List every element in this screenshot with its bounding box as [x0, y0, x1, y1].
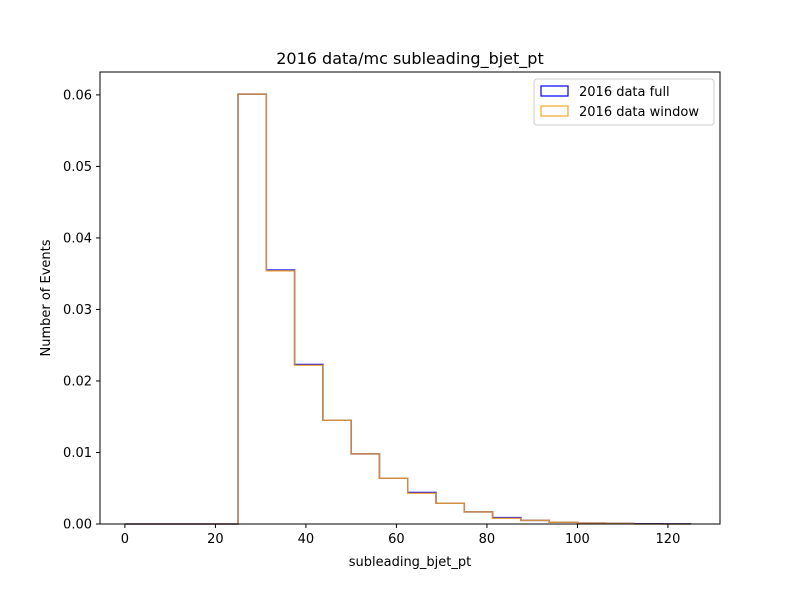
legend-swatch-1	[540, 85, 569, 97]
plot-frame	[99, 71, 721, 525]
y-tick-label: 0.00	[63, 518, 92, 533]
series-step-1	[124, 93, 692, 525]
x-tick-label: 60	[388, 532, 405, 547]
legend-frame	[533, 78, 715, 126]
y-tick-label: 0.06	[63, 88, 92, 103]
x-tick-label: 120	[656, 532, 681, 547]
legend-swatch-2	[540, 105, 569, 117]
series-step-2	[124, 93, 691, 525]
y-tick-label: 0.03	[63, 303, 92, 318]
x-tick-label: 0	[121, 532, 129, 547]
y-axis: 0.00 0.01 0.02 0.03 0.04 0.05 0.06	[63, 88, 100, 533]
y-tick-label: 0.04	[63, 231, 92, 246]
y-tick-label: 0.01	[63, 446, 92, 461]
chart-title: 2016 data/mc subleading_bjet_pt	[276, 49, 543, 69]
series-layer	[124, 93, 692, 525]
x-tick-label: 20	[207, 532, 224, 547]
x-tick-label: 40	[298, 532, 315, 547]
legend-label-1: 2016 data full	[579, 85, 670, 100]
legend: 2016 data full 2016 data window	[533, 78, 715, 126]
x-tick-label: 100	[565, 532, 590, 547]
x-tick-label: 80	[479, 532, 496, 547]
legend-label-2: 2016 data window	[579, 105, 699, 120]
x-axis-label: subleading_bjet_pt	[349, 555, 472, 570]
y-axis-label: Number of Events	[39, 239, 54, 356]
y-tick-label: 0.05	[63, 160, 92, 175]
y-tick-label: 0.02	[63, 374, 92, 389]
x-axis: 0 20 40 60 80 100 120	[121, 524, 681, 547]
